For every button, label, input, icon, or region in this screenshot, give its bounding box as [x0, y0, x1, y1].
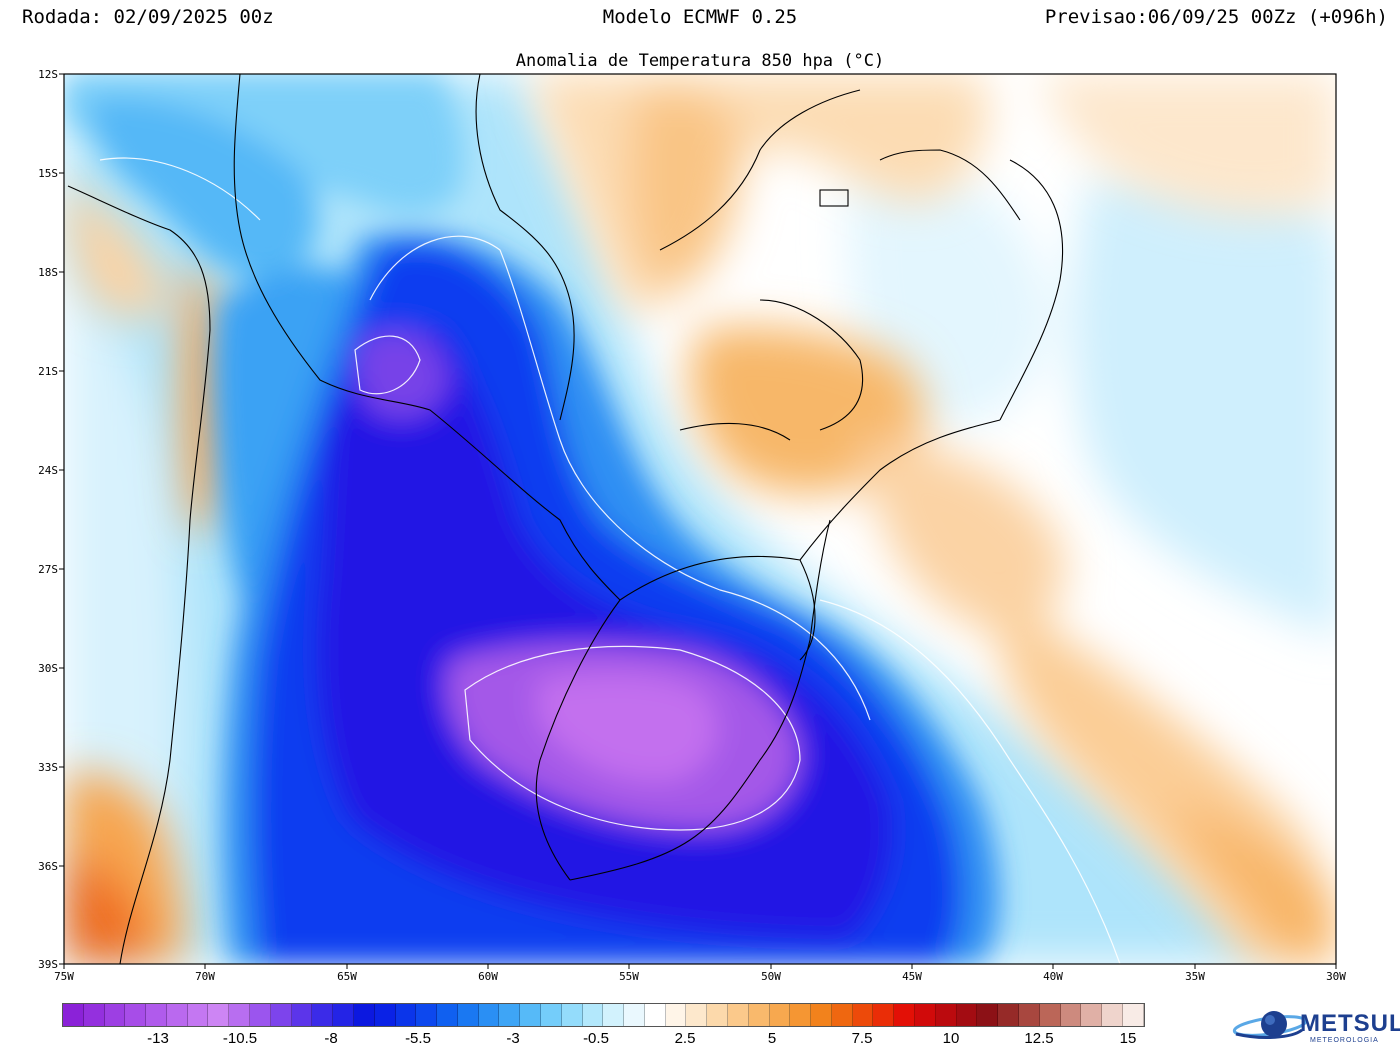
lon-label: 40W: [1043, 970, 1063, 983]
lat-label: 12S: [38, 68, 58, 81]
axis-ticks: [59, 73, 1337, 969]
colorbar-swatch: [956, 1004, 978, 1026]
colorbar-swatch: [998, 1004, 1019, 1026]
lat-label: 39S: [38, 958, 58, 971]
political-borders: [67, 74, 1064, 964]
colorbar-swatch: [1039, 1004, 1061, 1026]
model-name: Modelo ECMWF 0.25: [602, 6, 798, 28]
colorbar-swatch: [270, 1004, 292, 1026]
colorbar-swatch: [811, 1004, 832, 1026]
colorbar-swatch: [104, 1004, 126, 1026]
lon-label: 30W: [1326, 970, 1346, 983]
colorbar-swatch: [457, 1004, 479, 1026]
colorbar-swatch: [748, 1004, 770, 1026]
lat-label: 36S: [38, 860, 58, 873]
colorbar-swatch: [686, 1004, 708, 1026]
colorbar-label: -10.5: [222, 1030, 258, 1047]
map-frame: [63, 73, 1337, 965]
colorbar-swatch: [790, 1004, 812, 1026]
lon-label: 60W: [478, 970, 498, 983]
colorbar-swatch: [312, 1004, 334, 1026]
colorbar-label: 12.5: [1024, 1030, 1054, 1047]
colorbar-label: -0.5: [583, 1030, 609, 1047]
colorbar-swatch: [1060, 1004, 1082, 1026]
anomaly-field-warm: [64, 74, 1336, 964]
colorbar-swatch: [83, 1004, 105, 1026]
colorbar-swatch: [63, 1004, 84, 1026]
lon-label: 65W: [337, 970, 357, 983]
colorbar-swatch: [1122, 1004, 1144, 1026]
colorbar-swatch: [478, 1004, 500, 1026]
colorbar: [62, 1003, 1145, 1027]
colorbar-label: -5.5: [405, 1030, 431, 1047]
colorbar-swatch: [852, 1004, 874, 1026]
lat-label: 21S: [38, 365, 58, 378]
lon-label: 50W: [761, 970, 781, 983]
lon-label: 75W: [54, 970, 74, 983]
colorbar-swatch: [374, 1004, 396, 1026]
colorbar-swatch: [644, 1004, 666, 1026]
lon-label: 55W: [619, 970, 639, 983]
colorbar-swatch: [624, 1004, 645, 1026]
logo-text: METSUL: [1300, 1010, 1400, 1037]
colorbar-swatch: [894, 1004, 916, 1026]
colorbar-swatch: [333, 1004, 354, 1026]
colorbar-label: 15: [1119, 1030, 1137, 1047]
colorbar-label: 5: [767, 1030, 777, 1047]
map-title: Anomalia de Temperatura 850 hpa (°C): [515, 51, 885, 71]
colorbar-swatch: [582, 1004, 604, 1026]
colorbar-swatch: [665, 1004, 687, 1026]
logo-subtext: METEOROLOGIA: [1310, 1037, 1379, 1044]
colorbar-swatch: [769, 1004, 791, 1026]
colorbar-swatch: [603, 1004, 625, 1026]
colorbar-swatch: [208, 1004, 230, 1026]
colorbar-swatch: [915, 1004, 936, 1026]
colorbar-label: -3: [506, 1030, 520, 1047]
colorbar-swatch: [416, 1004, 438, 1026]
colorbar-swatch: [1018, 1004, 1040, 1026]
colorbar-label: -8: [324, 1030, 338, 1047]
anomaly-field-cold: [64, 74, 999, 964]
lon-label: 45W: [902, 970, 922, 983]
colorbar-swatch: [437, 1004, 458, 1026]
colorbar-swatch: [831, 1004, 853, 1026]
colorbar-swatch: [561, 1004, 583, 1026]
lat-label: 30S: [38, 662, 58, 675]
colorbar-swatch: [250, 1004, 271, 1026]
lat-label: 33S: [38, 761, 58, 774]
colorbar-swatch: [1102, 1004, 1123, 1026]
lon-label: 70W: [195, 970, 215, 983]
colorbar-swatch: [1081, 1004, 1103, 1026]
colorbar-swatch: [499, 1004, 521, 1026]
colorbar-label: -13: [147, 1030, 169, 1047]
colorbar-swatch: [977, 1004, 999, 1026]
colorbar-swatch: [291, 1004, 313, 1026]
lat-label: 24S: [38, 464, 58, 477]
run-date: Rodada: 02/09/2025 00z: [22, 6, 274, 28]
lat-label: 27S: [38, 563, 58, 576]
colorbar-label: 10: [942, 1030, 960, 1047]
lat-label: 15S: [38, 167, 58, 180]
lat-label: 18S: [38, 266, 58, 279]
temperature-anomaly-map: [59, 73, 1337, 969]
globe-swoosh-icon: [1232, 1011, 1308, 1039]
colorbar-swatch: [125, 1004, 147, 1026]
lon-label: 35W: [1185, 970, 1205, 983]
colorbar-label: 2.5: [674, 1030, 696, 1047]
colorbar-swatch: [395, 1004, 417, 1026]
colorbar-swatch: [935, 1004, 957, 1026]
colorbar-swatch: [873, 1004, 895, 1026]
colorbar-swatch: [229, 1004, 251, 1026]
colorbar-swatch: [146, 1004, 167, 1026]
colorbar-swatch: [187, 1004, 209, 1026]
colorbar-swatch: [353, 1004, 375, 1026]
colorbar-swatch: [540, 1004, 562, 1026]
colorbar-swatch: [728, 1004, 749, 1026]
contour-lines: [99, 157, 1121, 964]
forecast-time: Previsao:06/09/25 00Zz (+096h): [1044, 6, 1388, 28]
colorbar-swatch: [520, 1004, 541, 1026]
colorbar-swatch: [166, 1004, 188, 1026]
colorbar-label: 7.5: [851, 1030, 873, 1047]
colorbar-swatch: [707, 1004, 728, 1026]
